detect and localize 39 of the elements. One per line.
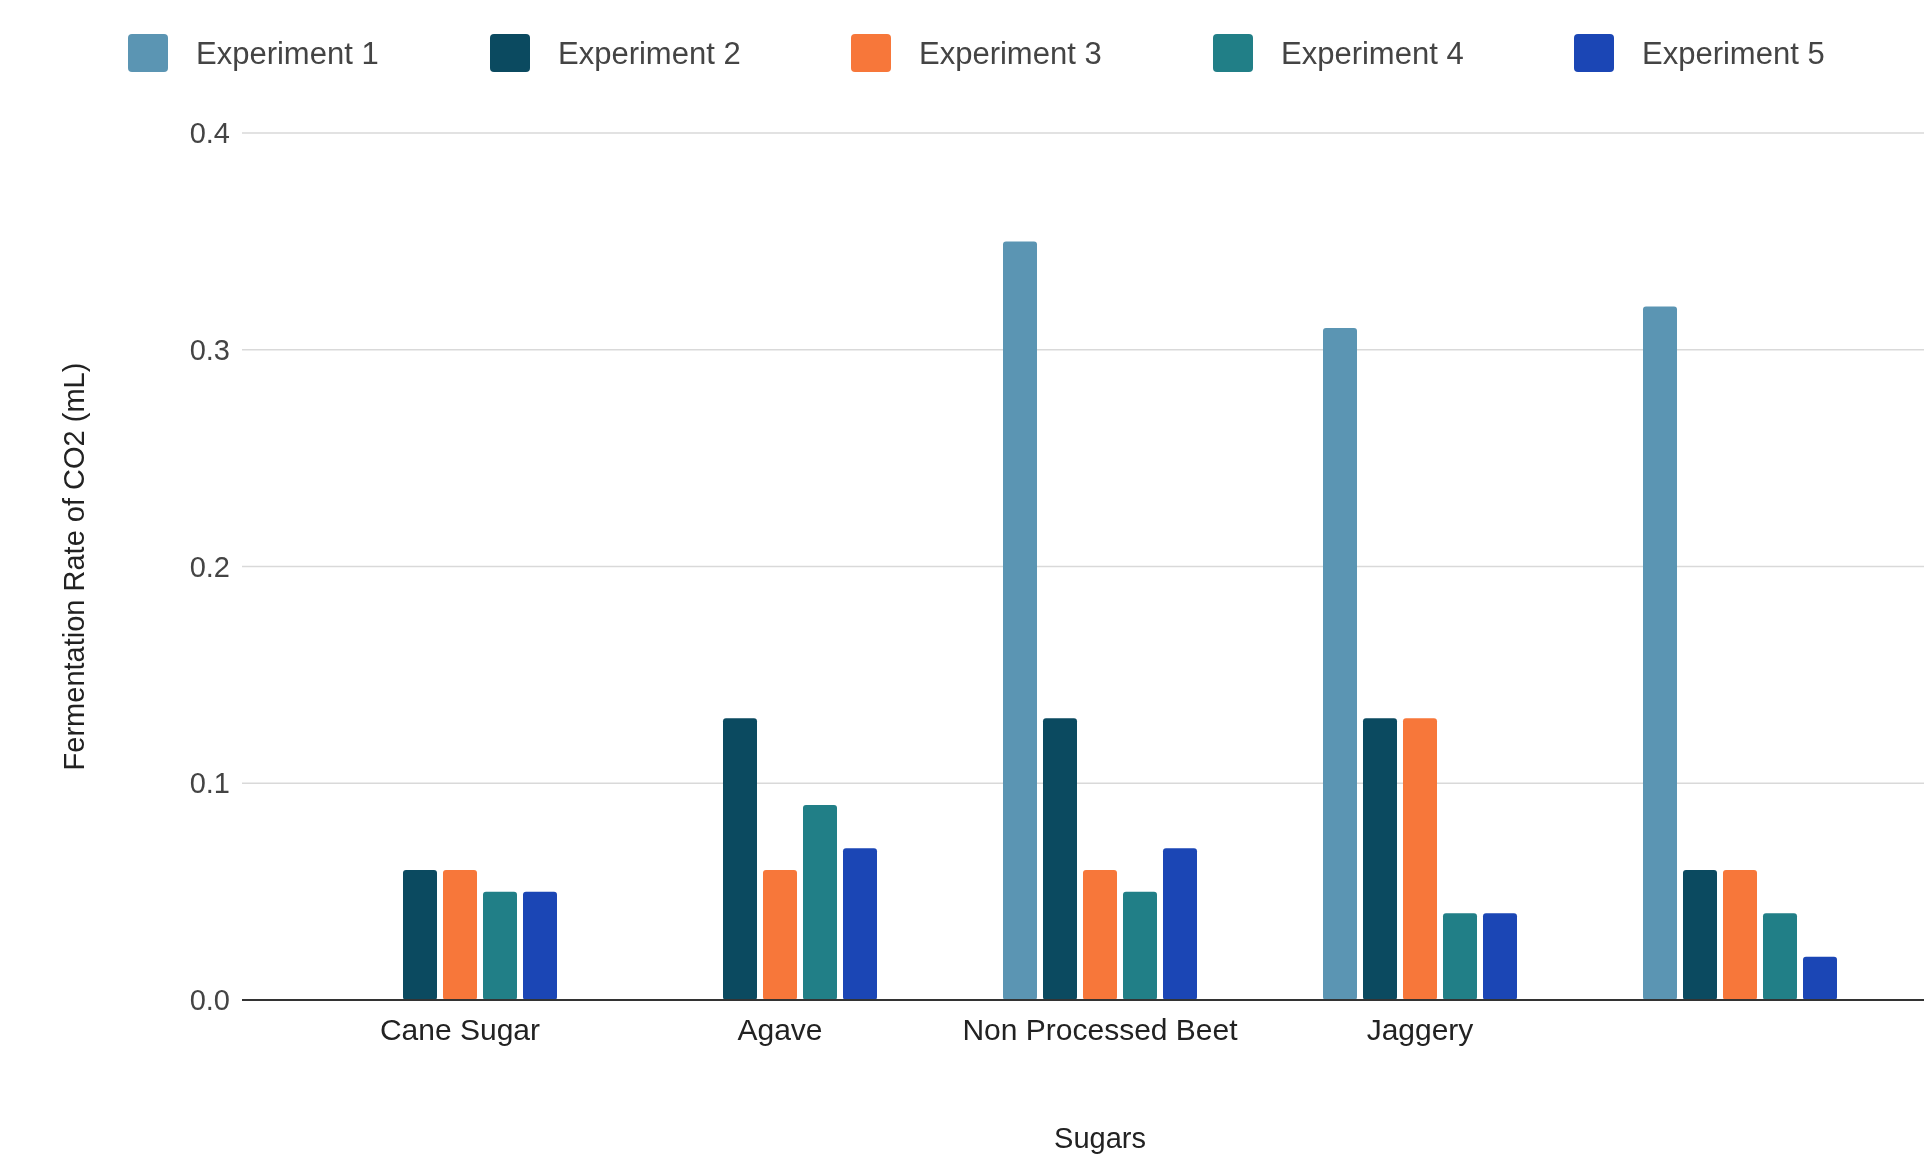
bar xyxy=(1683,869,1717,1000)
y-tick-label: 0.2 xyxy=(189,550,230,583)
bar xyxy=(1723,869,1757,1000)
x-tick-label: Non Processed Beet xyxy=(962,1013,1239,1046)
y-tick-label: 0.3 xyxy=(189,333,230,366)
legend-label: Experiment 2 xyxy=(558,35,741,71)
x-axis-title: Sugars xyxy=(1054,1122,1146,1154)
bar xyxy=(843,848,877,1000)
x-tick-label: Jaggery xyxy=(1366,1013,1474,1046)
legend-label: Experiment 3 xyxy=(919,35,1102,71)
bar xyxy=(1163,848,1197,1000)
bar xyxy=(1123,891,1157,1000)
y-tick-label: 0.4 xyxy=(189,117,230,150)
bar xyxy=(403,869,437,1000)
bar xyxy=(1363,718,1397,1000)
y-tick-label: 0.1 xyxy=(189,767,230,800)
bar xyxy=(803,804,837,1000)
bar xyxy=(1403,718,1437,1000)
bar xyxy=(443,869,477,1000)
bar xyxy=(1043,718,1077,1000)
legend-label: Experiment 1 xyxy=(196,35,379,71)
legend-label: Experiment 4 xyxy=(1281,35,1464,71)
bar xyxy=(723,718,757,1000)
bar xyxy=(1083,869,1117,1000)
x-tick-label: Cane Sugar xyxy=(379,1013,541,1046)
bar xyxy=(1003,241,1037,1000)
bar xyxy=(483,891,517,1000)
x-tick-label: Agave xyxy=(737,1013,823,1046)
bar xyxy=(1643,306,1677,1000)
y-tick-label: 0.0 xyxy=(189,984,230,1017)
bar xyxy=(763,869,797,1000)
bar xyxy=(1323,328,1357,1000)
legend-label: Experiment 5 xyxy=(1642,35,1825,71)
y-axis-title: Fermentation Rate of CO2 (mL) xyxy=(58,362,90,771)
bar xyxy=(1443,913,1477,1000)
bar xyxy=(1763,913,1797,1000)
bar xyxy=(1803,956,1837,1000)
bar xyxy=(1483,913,1517,1000)
bar xyxy=(523,891,557,1000)
